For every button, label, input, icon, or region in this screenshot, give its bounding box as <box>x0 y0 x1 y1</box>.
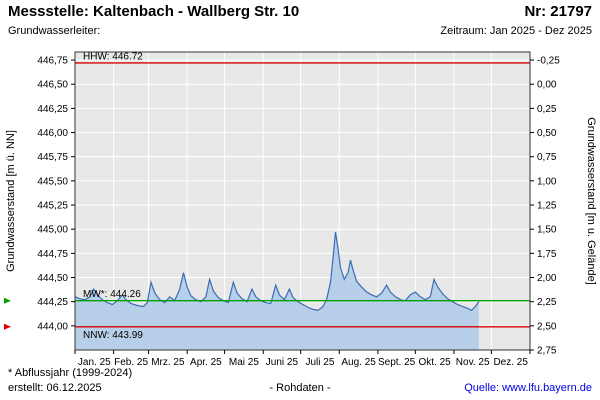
created-date-label: erstellt: 06.12.2025 <box>8 382 102 394</box>
mw-marker-icon <box>4 297 11 304</box>
y-right-tick-label: 0,50 <box>537 128 557 139</box>
y-axis-right-title: Grundwasserstand [m u. Gelände] <box>585 117 597 285</box>
hhw-label: HHW: 446.72 <box>83 51 143 62</box>
groundwater-area <box>75 232 479 350</box>
y-left-tick-label: 446,75 <box>37 56 68 67</box>
y-left-tick-label: 444,50 <box>37 273 68 284</box>
page-title: Messstelle: Kaltenbach - Wallberg Str. 1… <box>8 3 300 20</box>
x-tick-label: Juli 25 <box>305 357 334 368</box>
y-right-tick-label: 1,25 <box>537 201 557 212</box>
y-right-tick-label: -0,25 <box>537 56 560 67</box>
y-right-tick-label: 0,25 <box>537 104 557 115</box>
y-left-tick-label: 446,00 <box>37 128 68 139</box>
y-left-tick-label: 444,25 <box>37 297 68 308</box>
y-left-tick-label: 445,25 <box>37 201 68 212</box>
y-left-tick-label: 445,75 <box>37 152 68 163</box>
groundwater-line <box>74 232 480 312</box>
source-container: Quelle: www.lfu.bayern.de <box>464 382 592 394</box>
y-left-tick-label: 444,00 <box>37 321 68 332</box>
footnote-abflussjahr: * Abflussjahr (1999-2024) <box>8 367 133 379</box>
x-tick-label: Jan. 25 <box>78 357 111 368</box>
y-left-tick-label: 445,00 <box>37 225 68 236</box>
nnw-label: NNW: 443.99 <box>83 330 143 341</box>
period-label: Zeitraum: Jan 2025 - Dez 2025 <box>440 25 592 37</box>
x-tick-label: Feb. 25 <box>114 357 148 368</box>
y-left-tick-label: 446,25 <box>37 104 68 115</box>
x-tick-label: Sept. 25 <box>378 357 416 368</box>
subheader-row: Grundwasserleiter: Zeitraum: Jan 2025 - … <box>8 25 592 37</box>
y-right-tick-label: 1,50 <box>537 225 557 236</box>
y-left-tick-label: 444,75 <box>37 249 68 260</box>
station-number: Nr: 21797 <box>524 3 592 20</box>
mw-label: MW*: 444.26 <box>83 289 141 300</box>
y-axis-left-title: Grundwasserstand [m ü. NN] <box>5 130 17 272</box>
rohdaten-label: - Rohdaten - <box>269 382 331 394</box>
y-right-tick-label: 1,00 <box>537 176 557 187</box>
x-tick-label: Dez. 25 <box>493 357 528 368</box>
x-tick-label: Mrz. 25 <box>151 357 185 368</box>
header-row: Messstelle: Kaltenbach - Wallberg Str. 1… <box>8 3 592 20</box>
plot-border <box>74 51 531 351</box>
y-right-tick-label: 1,75 <box>537 249 557 260</box>
y-left-tick-label: 445,50 <box>37 176 68 187</box>
y-right-tick-label: 2,75 <box>537 346 557 357</box>
x-tick-label: Aug. 25 <box>341 357 376 368</box>
source-link[interactable]: Quelle: www.lfu.bayern.de <box>464 382 592 394</box>
y-right-tick-label: 2,25 <box>537 297 557 308</box>
y-right-tick-label: 2,50 <box>537 321 557 332</box>
aquifer-label: Grundwasserleiter: <box>8 25 101 37</box>
x-tick-label: Okt. 25 <box>419 357 452 368</box>
nnw-marker-icon <box>4 323 11 330</box>
x-tick-label: Nov. 25 <box>456 357 490 368</box>
y-right-tick-label: 0,00 <box>537 80 557 91</box>
y-left-tick-label: 446,50 <box>37 80 68 91</box>
y-right-tick-label: 0,75 <box>537 152 557 163</box>
x-tick-label: Mai 25 <box>229 357 259 368</box>
x-tick-label: Juni 25 <box>266 357 299 368</box>
x-tick-label: Apr. 25 <box>190 357 222 368</box>
y-right-tick-label: 2,00 <box>537 273 557 284</box>
